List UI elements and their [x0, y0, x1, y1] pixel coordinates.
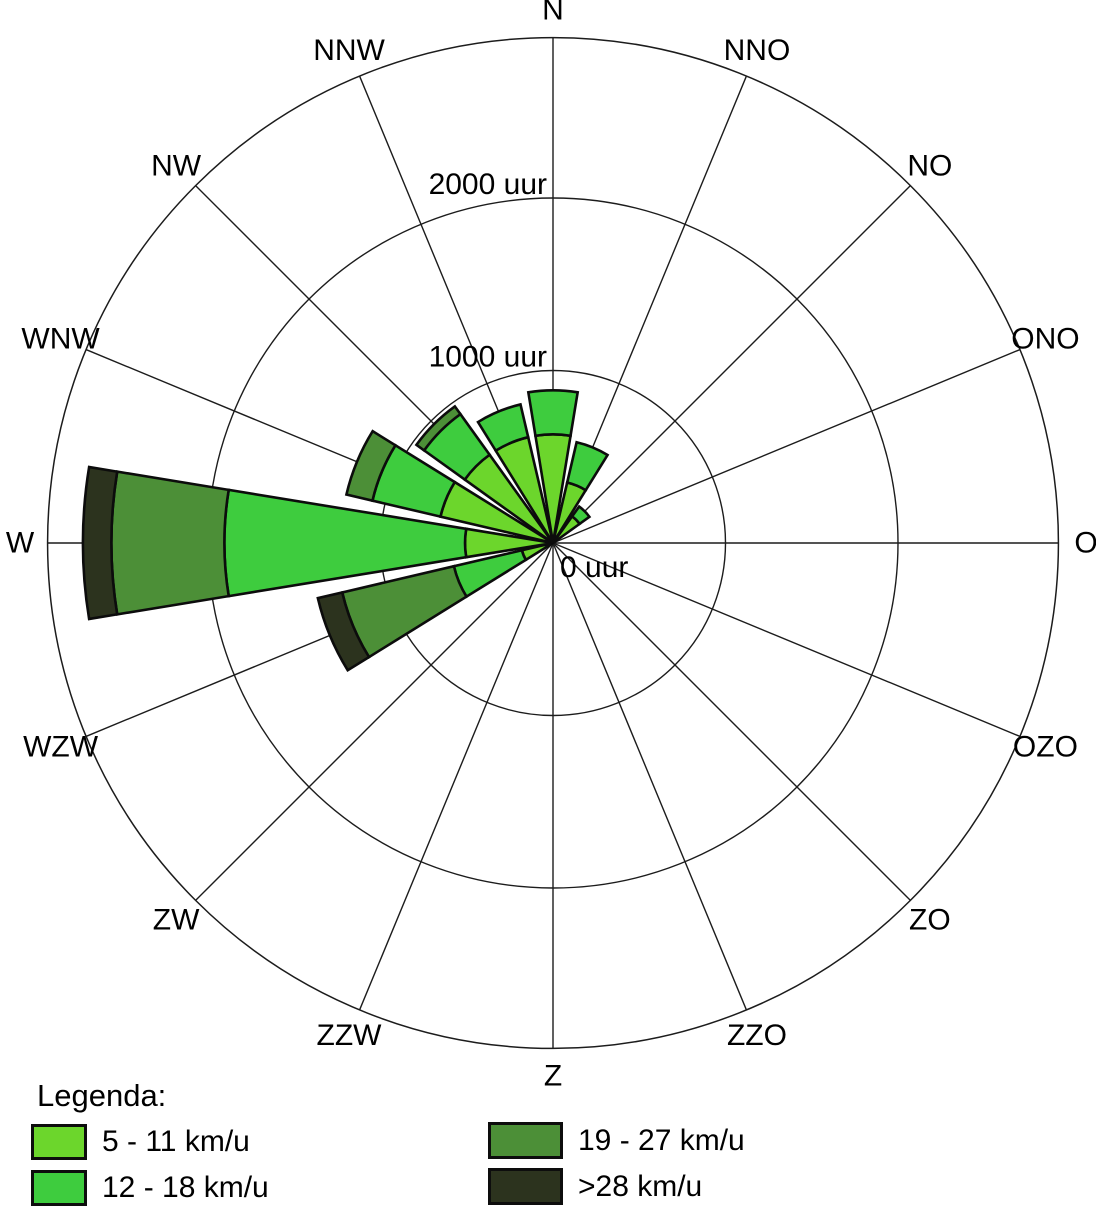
petal-NNO-2: [565, 440, 610, 493]
grid-ring-outer: [46, 36, 1060, 1050]
ring-label-1000: 1000 uur: [429, 341, 547, 374]
legend-swatch-5-11: [31, 1124, 87, 1160]
grid-spoke-ONO: [552, 348, 1021, 544]
legend-swatch-28: [488, 1168, 563, 1205]
grid-spoke-ZZW: [358, 542, 554, 1011]
legend-item: 5 - 11 km/u: [31, 1124, 250, 1160]
legend-label: 5 - 11 km/u: [102, 1125, 250, 1158]
ring-label-0: 0 uur: [560, 551, 628, 584]
petal-WZW-4: [316, 590, 371, 673]
compass-label-WZW: WZW: [23, 730, 99, 763]
petal-W-3: [110, 470, 231, 616]
petal-WNW-3: [344, 429, 398, 503]
grid-spoke-ZZO: [552, 542, 748, 1011]
legend-label: >28 km/u: [578, 1169, 703, 1203]
compass-label-ZZW: ZZW: [317, 1019, 383, 1052]
grid-spoke-ZO: [552, 542, 911, 901]
petal-NW-3: [414, 404, 463, 453]
grid-spoke-ZW: [195, 542, 554, 901]
legend-item: 19 - 27 km/u: [488, 1122, 745, 1159]
petal-NNW-2: [476, 402, 530, 453]
compass-label-OZO: OZO: [1013, 730, 1078, 763]
legend-swatch-12-18: [31, 1170, 87, 1206]
compass-label-ONO: ONO: [1011, 323, 1079, 356]
legend-item: >28 km/u: [488, 1168, 702, 1205]
compass-label-N: N: [542, 0, 564, 27]
petal-N-2: [526, 389, 580, 438]
wind-rose-svg: N NNO NO ONO O OZO ZO ZZO Z ZZW ZW WZW W WNW NW NNW 0 uu…: [6, 0, 1096, 1093]
petal-NO-2: [570, 504, 592, 526]
compass-label-NW: NW: [151, 150, 202, 183]
grid-spoke-OZO: [552, 542, 1021, 738]
legend-item: 12 - 18 km/u: [31, 1170, 269, 1206]
compass-label-ZW: ZW: [153, 903, 200, 936]
compass-label-NO: NO: [907, 150, 952, 183]
compass-label-WNW: WNW: [21, 323, 100, 356]
compass-label-ZO: ZO: [909, 903, 951, 936]
legend-swatch-19-27: [488, 1122, 563, 1159]
legend-label: 19 - 27 km/u: [578, 1123, 745, 1157]
legend-title: Legenda:: [37, 1078, 167, 1113]
compass-label-ZZO: ZZO: [727, 1019, 787, 1052]
compass-label-NNO: NNO: [724, 34, 791, 67]
compass-label-Z: Z: [544, 1060, 562, 1093]
petal-W-4: [81, 465, 119, 621]
compass-label-O: O: [1074, 527, 1096, 560]
legend-label: 12 - 18 km/u: [102, 1171, 269, 1204]
ring-label-2000: 2000 uur: [429, 168, 547, 201]
compass-label-W: W: [6, 527, 35, 560]
compass-label-NNW: NNW: [313, 34, 385, 67]
grid-spoke-NO: [552, 185, 911, 544]
